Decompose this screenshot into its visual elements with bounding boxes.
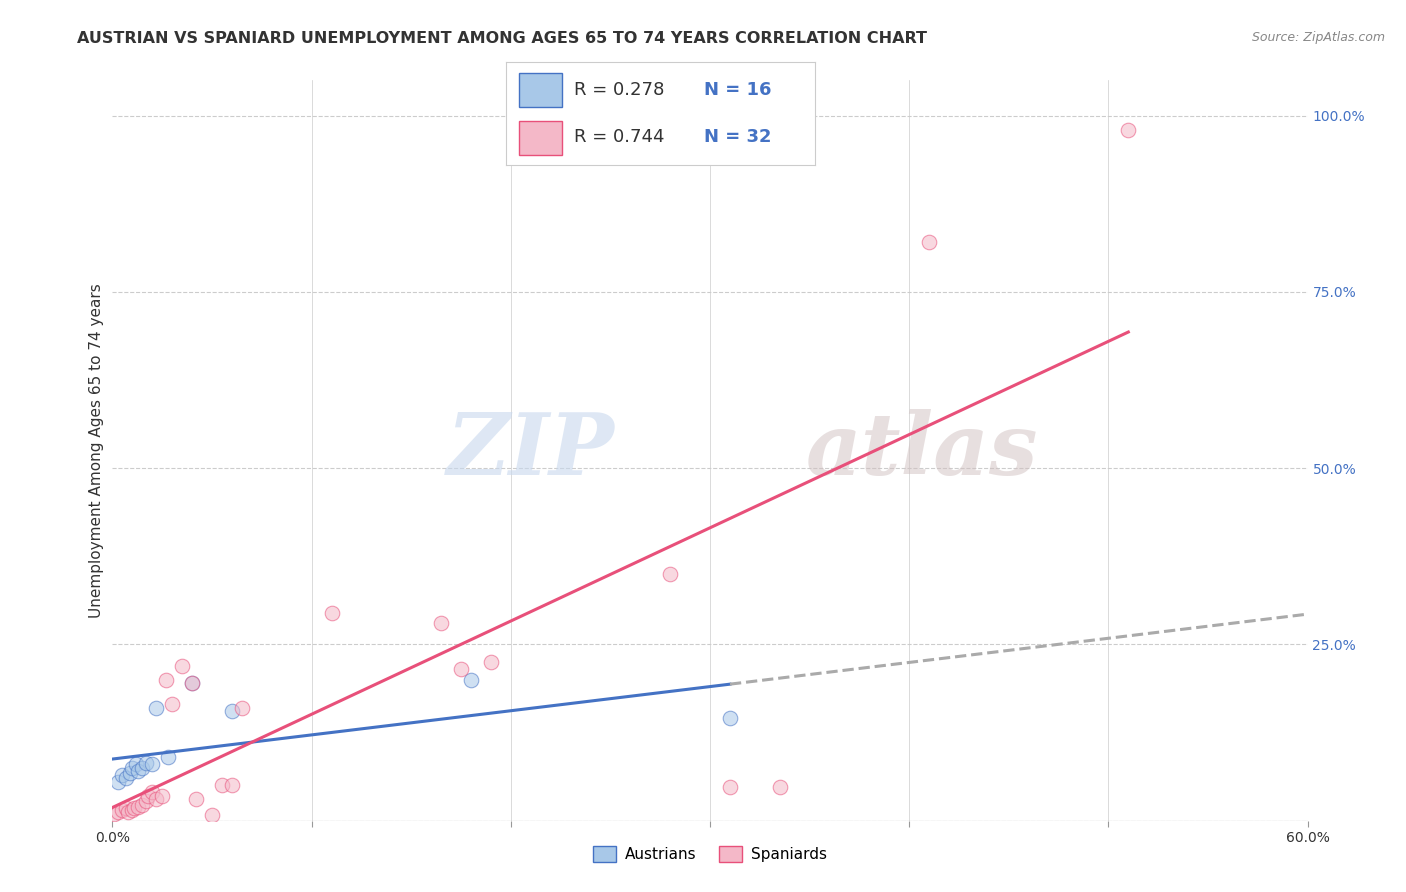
Point [121,803,143,817]
Point [125,757,148,772]
Point [124,801,146,815]
Text: N = 16: N = 16 [704,81,772,99]
Point [141,785,163,799]
Point [321,606,343,620]
Point [231,701,253,715]
Point [135,794,157,808]
Text: Source: ZipAtlas.com: Source: ZipAtlas.com [1251,31,1385,45]
Point [157,750,180,764]
Point [450,662,472,676]
Point [659,566,682,581]
Point [131,761,153,775]
Point [1118,122,1140,136]
Point [718,780,741,794]
Point [718,711,741,725]
Point [131,798,153,813]
Point [181,676,204,690]
Point [111,768,134,782]
Point [172,658,194,673]
Point [121,761,143,775]
FancyBboxPatch shape [519,73,562,106]
Point [201,808,224,822]
Point [127,764,149,779]
Point [103,806,125,821]
Point [107,805,129,820]
Text: R = 0.744: R = 0.744 [574,128,665,146]
Point [138,789,160,803]
Point [120,765,142,780]
Point [162,698,183,712]
Point [107,775,129,789]
Point [155,673,177,687]
Point [115,801,138,815]
Point [150,789,173,803]
Text: R = 0.278: R = 0.278 [574,81,665,99]
Text: N = 32: N = 32 [704,128,772,146]
Point [221,778,243,792]
Point [141,757,163,772]
Text: ZIP: ZIP [447,409,614,492]
Point [769,780,792,794]
Point [211,778,233,792]
Point [127,799,149,814]
Text: AUSTRIAN VS SPANIARD UNEMPLOYMENT AMONG AGES 65 TO 74 YEARS CORRELATION CHART: AUSTRIAN VS SPANIARD UNEMPLOYMENT AMONG … [77,31,928,46]
Text: atlas: atlas [806,409,1038,492]
Point [221,704,243,718]
Point [181,676,204,690]
Point [145,792,167,806]
Point [430,616,453,631]
Point [479,655,502,669]
FancyBboxPatch shape [519,121,562,155]
Point [117,805,139,820]
Point [135,756,157,770]
Point [145,701,167,715]
Point [186,792,208,806]
Legend: Austrians, Spaniards: Austrians, Spaniards [586,840,834,869]
Point [111,803,134,817]
Point [115,772,138,786]
Point [460,673,482,687]
Point [918,235,941,250]
Y-axis label: Unemployment Among Ages 65 to 74 years: Unemployment Among Ages 65 to 74 years [89,283,104,618]
